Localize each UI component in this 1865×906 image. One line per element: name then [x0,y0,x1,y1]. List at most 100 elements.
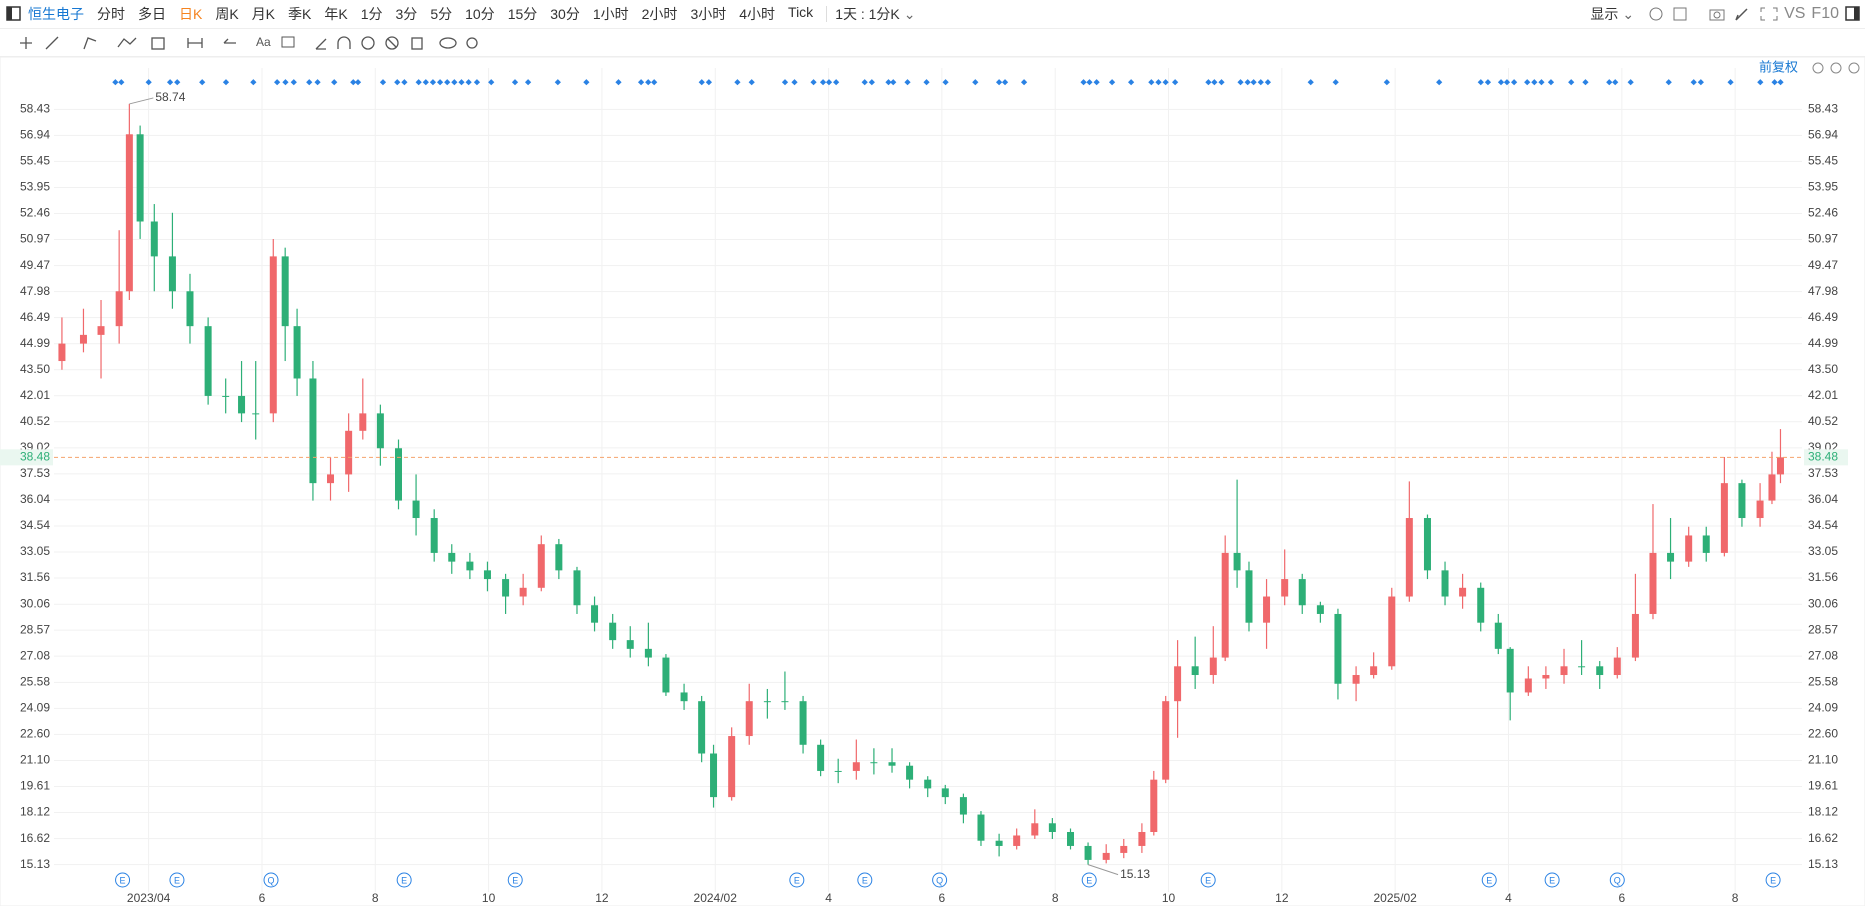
event-dot [306,79,313,86]
event-badge [115,872,131,888]
drawing-tools[interactable]: Aa [0,29,500,56]
candle-body [626,640,634,649]
candle-body [115,291,123,327]
event-dot [748,79,755,86]
candle-body [376,413,384,449]
interval-select[interactable]: 1天 : 1分K [835,6,900,22]
event-dot [1108,79,1116,86]
period-button[interactable]: 2小时 [641,6,678,22]
event-dot [112,79,119,86]
candle-body [1631,613,1639,658]
candle-body [1756,500,1764,519]
x-tick-label: 2023/04 [127,891,171,905]
period-button[interactable]: 5分 [430,6,453,22]
candle-body [977,814,985,841]
display-menu[interactable]: 显示 [1590,6,1619,22]
candle-body [817,744,825,771]
y-tick-label-right: 27.08 [1808,648,1838,662]
event-dot [1547,79,1555,86]
event-badge [1765,872,1781,888]
event-dot [1582,79,1589,86]
period-button[interactable]: 4小时 [739,6,776,22]
event-dot [465,79,472,86]
x-tick-label: 10 [1162,891,1176,905]
event-dot [1484,79,1492,86]
event-dot [166,79,174,86]
max-pointer [129,97,154,105]
y-tick-label: 50.97 [20,232,50,246]
y-tick-label: 30.06 [20,596,50,610]
event-badge-label: E [794,875,800,885]
event-dot [791,79,798,86]
candle-body [466,561,474,571]
f10-button[interactable]: F10 [1811,5,1839,22]
event-badge-label: E [401,875,407,885]
candle-body [644,648,652,658]
last-price-label-right: 38.48 [1808,449,1838,463]
candle-body [799,701,807,745]
period-button[interactable]: 3小时 [690,6,727,22]
adjust-mode[interactable]: 前复权 [1759,59,1798,74]
period-button[interactable]: 多日 [138,6,166,22]
plot-frame [0,56,1865,906]
period-button[interactable]: 季K [288,6,312,22]
event-dot [1205,79,1212,86]
candle-body [888,762,896,766]
candle-body [1102,852,1110,860]
event-dot [1307,79,1314,86]
x-tick-label: 6 [939,891,946,905]
event-dot [145,79,152,86]
y-tick-label-right: 24.09 [1808,700,1838,714]
event-dot [1086,79,1093,86]
toolbar-icons[interactable] [1648,5,1758,23]
event-badge [857,872,873,888]
candle-body [483,570,491,580]
fullscreen[interactable] [1758,5,1780,23]
candle-body [1702,535,1710,553]
candle-body [1067,831,1075,846]
y-tick-label: 58.43 [20,102,50,116]
period-button[interactable]: 日K [179,6,203,22]
panel-toggle-right[interactable] [1843,5,1865,23]
event-dot [1218,79,1225,86]
vs-button[interactable]: VS [1784,5,1806,22]
period-button[interactable]: 1小时 [592,6,629,22]
event-dot [637,79,645,86]
event-badge [932,872,948,888]
period-button[interactable]: Tick [788,4,814,20]
panel-toggle[interactable] [6,6,22,22]
event-dot [1257,79,1264,86]
event-dot [904,79,911,86]
x-tick-label: 4 [1505,891,1512,905]
candle-body [1720,483,1728,553]
period-button[interactable]: 15分 [507,6,538,22]
period-button[interactable]: 30分 [550,6,580,22]
y-tick-label-right: 49.47 [1808,258,1838,272]
y-tick-label: 42.01 [20,388,50,402]
x-tick-label: 6 [1618,891,1625,905]
y-tick-label-right: 47.98 [1808,284,1838,298]
candle-body [168,256,176,292]
candle-body [1370,666,1378,676]
period-button[interactable]: 分时 [97,6,125,22]
event-dot [810,79,817,86]
candles [58,103,1784,865]
period-button[interactable]: 3分 [395,6,418,22]
y-tick-label: 55.45 [20,153,50,167]
period-button[interactable]: 月K [251,6,276,22]
event-dot [174,79,181,86]
y-tick-label: 43.50 [20,362,50,376]
candle-body [1613,657,1621,676]
symbol[interactable]: 恒生电子 [28,6,84,22]
period-button[interactable]: 10分 [465,6,495,22]
event-dot [524,79,532,86]
period-button[interactable]: 周K [215,6,239,22]
period-button[interactable]: 年K [324,6,348,22]
event-dot [290,79,297,86]
event-dot [781,79,789,86]
event-dot [394,79,401,86]
event-dot [1001,79,1009,86]
candle-body [1120,845,1128,853]
period-button[interactable]: 1分 [360,6,383,22]
